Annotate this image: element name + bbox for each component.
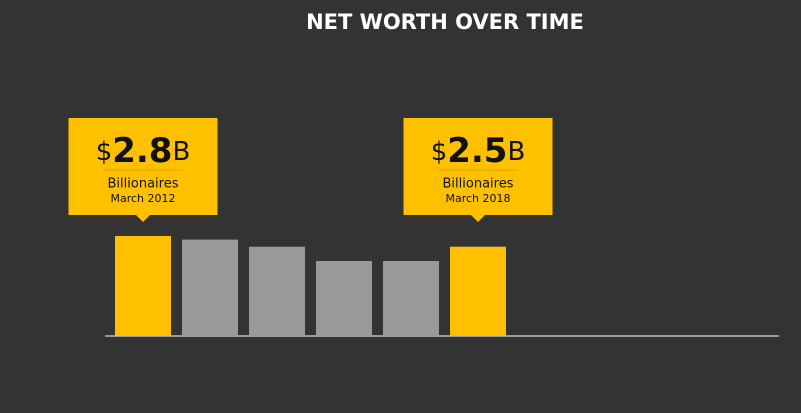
series-name: Billionaires: [443, 177, 514, 192]
value-label: $2.8B: [96, 131, 191, 171]
value: 2.8: [112, 131, 172, 171]
bar: [383, 261, 439, 336]
series-name: Billionaires: [108, 177, 179, 192]
chart-title: NET WORTH OVER TIME: [306, 10, 584, 34]
bar: [115, 236, 171, 336]
value-suffix: B: [507, 137, 525, 167]
bar: [249, 246, 305, 336]
value-prefix: $: [431, 137, 448, 167]
value-label: $2.5B: [431, 131, 526, 171]
bar: [182, 239, 238, 336]
value: 2.5: [447, 131, 507, 171]
category-label: March 2018: [445, 192, 510, 205]
category-label: March 2012: [110, 192, 175, 205]
bar: [450, 246, 506, 336]
value-prefix: $: [96, 137, 113, 167]
bar: [316, 261, 372, 336]
value-suffix: B: [172, 137, 190, 167]
